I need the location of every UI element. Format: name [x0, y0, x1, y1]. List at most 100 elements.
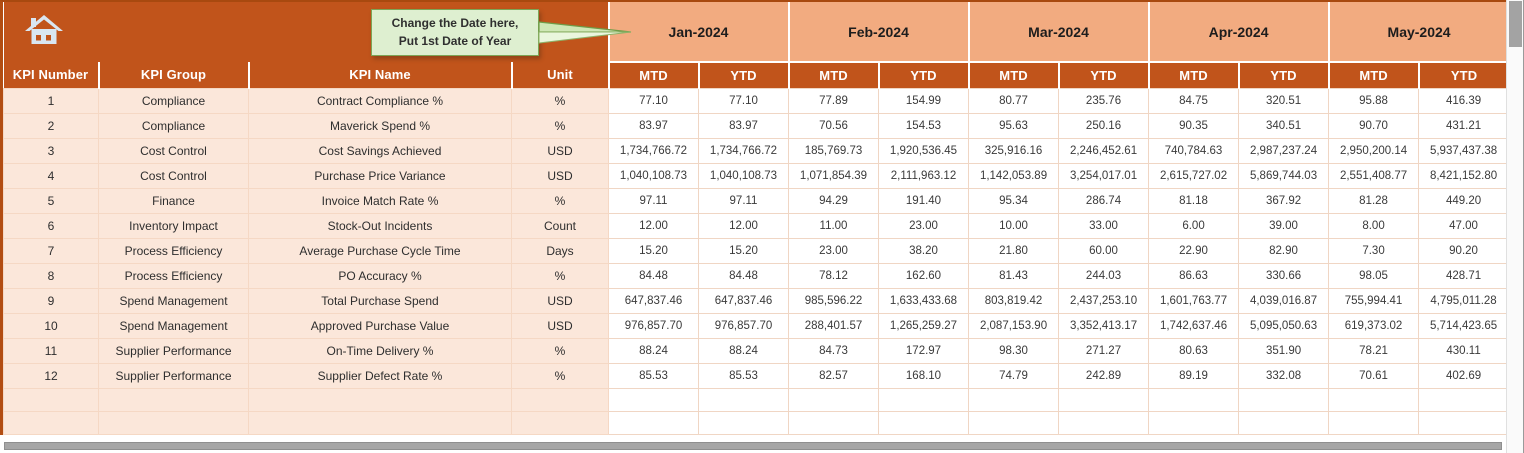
kpi-name-cell[interactable]: Supplier Defect Rate %	[248, 362, 512, 389]
empty-cell[interactable]	[1328, 387, 1420, 412]
vertical-scrollbar-thumb[interactable]	[1509, 1, 1522, 47]
empty-cell[interactable]	[1058, 410, 1150, 435]
empty-cell[interactable]	[511, 410, 609, 435]
kpi-name-cell[interactable]: Stock-Out Incidents	[248, 212, 512, 239]
kpi-group-cell[interactable]: Finance	[98, 187, 249, 214]
kpi-number-cell[interactable]: 2	[3, 112, 99, 139]
value-cell[interactable]: 15.20	[608, 237, 699, 264]
empty-cell[interactable]	[511, 387, 609, 412]
value-cell[interactable]: 402.69	[1418, 362, 1510, 389]
value-cell[interactable]: 185,769.73	[788, 137, 879, 164]
empty-cell[interactable]	[248, 410, 512, 435]
unit-cell[interactable]: USD	[511, 162, 609, 189]
empty-cell[interactable]	[877, 387, 970, 412]
value-cell[interactable]: 95.34	[968, 187, 1060, 214]
kpi-number-cell[interactable]: 1	[3, 87, 99, 114]
value-cell[interactable]: 7.30	[1328, 237, 1420, 264]
vertical-scrollbar[interactable]	[1506, 0, 1524, 453]
value-cell[interactable]: 98.05	[1328, 262, 1420, 289]
value-cell[interactable]: 22.90	[1148, 237, 1240, 264]
value-cell[interactable]: 320.51	[1238, 87, 1330, 114]
empty-cell[interactable]	[788, 410, 879, 435]
value-cell[interactable]: 332.08	[1238, 362, 1330, 389]
value-cell[interactable]: 8.00	[1328, 212, 1420, 239]
value-cell[interactable]: 82.57	[788, 362, 879, 389]
value-cell[interactable]: 83.97	[608, 112, 699, 139]
kpi-name-cell[interactable]: Approved Purchase Value	[248, 312, 512, 339]
horizontal-scrollbar-thumb[interactable]	[4, 442, 1502, 450]
value-cell[interactable]: 90.35	[1148, 112, 1240, 139]
empty-cell[interactable]	[248, 387, 512, 412]
value-cell[interactable]: 168.10	[877, 362, 970, 389]
value-cell[interactable]: 985,596.22	[788, 287, 879, 314]
period-header-mtd[interactable]: MTD	[967, 62, 1059, 88]
kpi-group-cell[interactable]: Compliance	[98, 87, 249, 114]
kpi-group-cell[interactable]: Inventory Impact	[98, 212, 249, 239]
empty-cell[interactable]	[1418, 387, 1510, 412]
kpi-name-cell[interactable]: Maverick Spend %	[248, 112, 512, 139]
empty-cell[interactable]	[877, 410, 970, 435]
value-cell[interactable]: 235.76	[1058, 87, 1150, 114]
value-cell[interactable]: 21.80	[968, 237, 1060, 264]
empty-cell[interactable]	[1328, 410, 1420, 435]
value-cell[interactable]: 80.63	[1148, 337, 1240, 364]
kpi-group-cell[interactable]: Compliance	[98, 112, 249, 139]
value-cell[interactable]: 12.00	[608, 212, 699, 239]
value-cell[interactable]: 84.75	[1148, 87, 1240, 114]
value-cell[interactable]: 97.11	[608, 187, 699, 214]
value-cell[interactable]: 5,095,050.63	[1238, 312, 1330, 339]
value-cell[interactable]: 81.28	[1328, 187, 1420, 214]
period-header-ytd[interactable]: YTD	[1417, 62, 1509, 88]
empty-cell[interactable]	[3, 387, 99, 412]
month-header[interactable]: May-2024	[1327, 2, 1509, 63]
empty-cell[interactable]	[1148, 387, 1240, 412]
empty-cell[interactable]	[98, 387, 249, 412]
col-header-kpi-name[interactable]: KPI Name	[247, 62, 512, 88]
value-cell[interactable]: 95.88	[1328, 87, 1420, 114]
value-cell[interactable]: 74.79	[968, 362, 1060, 389]
value-cell[interactable]: 94.29	[788, 187, 879, 214]
kpi-group-cell[interactable]: Cost Control	[98, 137, 249, 164]
empty-cell[interactable]	[3, 410, 99, 435]
month-header[interactable]: Feb-2024	[787, 2, 969, 63]
value-cell[interactable]: 70.56	[788, 112, 879, 139]
value-cell[interactable]: 4,795,011.28	[1418, 287, 1510, 314]
col-header-kpi-number[interactable]: KPI Number	[3, 62, 99, 88]
value-cell[interactable]: 4,039,016.87	[1238, 287, 1330, 314]
period-header-ytd[interactable]: YTD	[1057, 62, 1149, 88]
value-cell[interactable]: 325,916.16	[968, 137, 1060, 164]
value-cell[interactable]: 340.51	[1238, 112, 1330, 139]
value-cell[interactable]: 84.48	[608, 262, 699, 289]
kpi-name-cell[interactable]: On-Time Delivery %	[248, 337, 512, 364]
period-header-mtd[interactable]: MTD	[1327, 62, 1419, 88]
kpi-number-cell[interactable]: 9	[3, 287, 99, 314]
empty-cell[interactable]	[968, 410, 1060, 435]
unit-cell[interactable]: USD	[511, 287, 609, 314]
kpi-number-cell[interactable]: 11	[3, 337, 99, 364]
kpi-group-cell[interactable]: Supplier Performance	[98, 362, 249, 389]
kpi-group-cell[interactable]: Process Efficiency	[98, 237, 249, 264]
value-cell[interactable]: 77.10	[698, 87, 789, 114]
col-header-unit[interactable]: Unit	[510, 62, 609, 88]
value-cell[interactable]: 286.74	[1058, 187, 1150, 214]
value-cell[interactable]: 88.24	[698, 337, 789, 364]
value-cell[interactable]: 2,111,963.12	[877, 162, 970, 189]
kpi-name-cell[interactable]: Invoice Match Rate %	[248, 187, 512, 214]
value-cell[interactable]: 647,837.46	[698, 287, 789, 314]
horizontal-scrollbar[interactable]	[2, 441, 1506, 451]
value-cell[interactable]: 23.00	[788, 237, 879, 264]
unit-cell[interactable]: %	[511, 112, 609, 139]
empty-cell[interactable]	[788, 387, 879, 412]
value-cell[interactable]: 976,857.70	[698, 312, 789, 339]
kpi-number-cell[interactable]: 5	[3, 187, 99, 214]
empty-cell[interactable]	[1148, 410, 1240, 435]
kpi-number-cell[interactable]: 10	[3, 312, 99, 339]
value-cell[interactable]: 755,994.41	[1328, 287, 1420, 314]
value-cell[interactable]: 39.00	[1238, 212, 1330, 239]
kpi-group-cell[interactable]: Process Efficiency	[98, 262, 249, 289]
value-cell[interactable]: 33.00	[1058, 212, 1150, 239]
value-cell[interactable]: 38.20	[877, 237, 970, 264]
value-cell[interactable]: 2,950,200.14	[1328, 137, 1420, 164]
value-cell[interactable]: 428.71	[1418, 262, 1510, 289]
value-cell[interactable]: 2,987,237.24	[1238, 137, 1330, 164]
